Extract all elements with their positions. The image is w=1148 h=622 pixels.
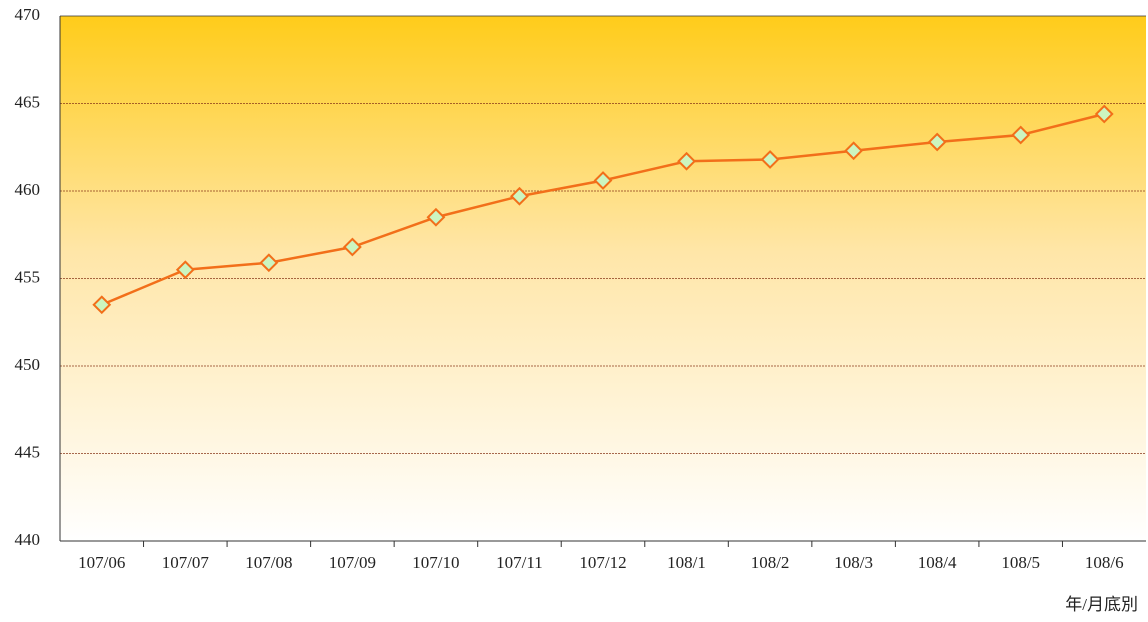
y-tick-label: 445 [15,442,41,461]
data-point [1011,125,1031,145]
x-tick-label: 108/3 [834,553,873,572]
y-tick-label: 440 [15,530,41,549]
data-point [1094,104,1114,124]
x-tick-label: 107/10 [412,553,459,572]
x-tick-label: 107/11 [496,553,543,572]
y-tick-label: 460 [15,180,41,199]
x-tick-label: 108/5 [1001,553,1040,572]
data-point [593,171,613,190]
y-tick-label: 455 [15,267,41,286]
data-point [426,207,446,227]
data-point [677,151,696,171]
data-point [342,237,362,257]
data-point [844,141,864,161]
data-point [760,150,780,169]
x-tick-label: 107/07 [162,553,210,572]
data-point [510,186,529,206]
x-tick-label: 108/6 [1085,553,1124,572]
data-point [927,132,947,152]
y-tick-label: 450 [15,355,41,374]
x-tick-label: 107/06 [78,553,125,572]
x-axis-label: 年/月底別 [1065,595,1138,614]
data-point [92,295,112,315]
x-tick-label: 108/1 [667,553,706,572]
data-point [175,260,195,280]
y-tick-label: 465 [15,92,41,111]
x-tick-label: 107/08 [245,553,292,572]
x-tick-label: 107/09 [329,553,376,572]
x-tick-label: 108/2 [751,553,790,572]
data-point [259,253,279,273]
x-tick-label: 107/12 [579,553,626,572]
y-tick-label: 470 [15,5,41,24]
x-tick-label: 108/4 [918,553,957,572]
